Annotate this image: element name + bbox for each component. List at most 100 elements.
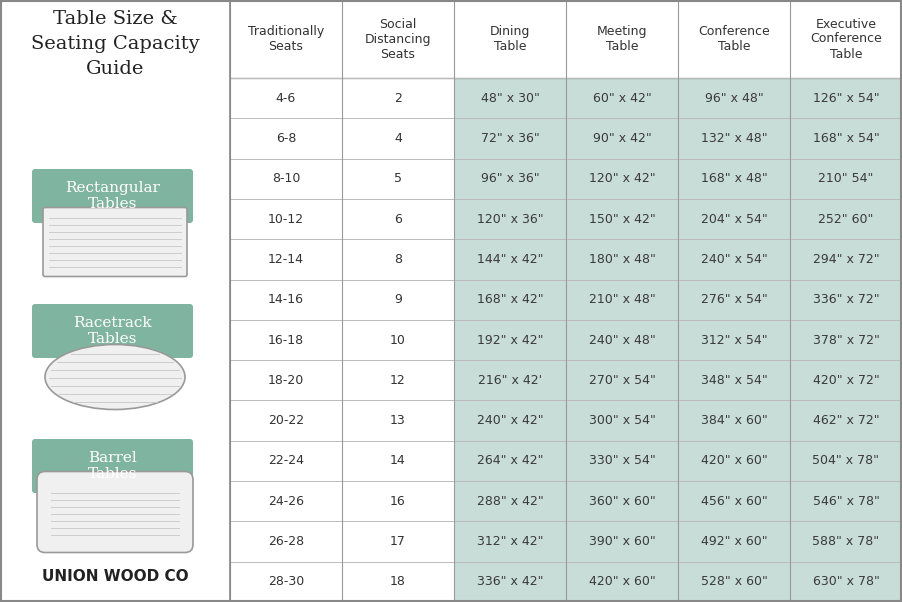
Text: 120" x 36": 120" x 36" bbox=[476, 213, 543, 226]
Bar bbox=[454, 78, 902, 119]
Text: 96" x 48": 96" x 48" bbox=[704, 92, 763, 105]
Text: 60" x 42": 60" x 42" bbox=[593, 92, 651, 105]
Text: 18-20: 18-20 bbox=[268, 374, 304, 387]
Bar bbox=[454, 158, 902, 199]
Text: 252" 60": 252" 60" bbox=[818, 213, 874, 226]
Text: 2: 2 bbox=[394, 92, 402, 105]
Bar bbox=[230, 360, 454, 400]
Text: 336" x 72": 336" x 72" bbox=[813, 293, 879, 306]
Bar bbox=[454, 119, 902, 158]
Ellipse shape bbox=[45, 344, 185, 409]
Text: Racetrack
Tables: Racetrack Tables bbox=[73, 316, 152, 346]
Text: Table Size &
Seating Capacity
Guide: Table Size & Seating Capacity Guide bbox=[31, 10, 199, 78]
Bar bbox=[230, 119, 454, 158]
Text: 180" x 48": 180" x 48" bbox=[589, 253, 656, 266]
Text: Rectangular
Tables: Rectangular Tables bbox=[65, 181, 160, 211]
Bar bbox=[230, 320, 454, 360]
Text: 12-14: 12-14 bbox=[268, 253, 304, 266]
Bar bbox=[230, 199, 454, 239]
Text: Social
Distancing
Seats: Social Distancing Seats bbox=[364, 17, 431, 60]
Text: 17: 17 bbox=[390, 535, 406, 548]
Text: 630" x 78": 630" x 78" bbox=[813, 576, 879, 588]
Text: 13: 13 bbox=[391, 414, 406, 427]
Text: 16: 16 bbox=[391, 495, 406, 507]
Text: 390" x 60": 390" x 60" bbox=[589, 535, 656, 548]
Text: 4: 4 bbox=[394, 132, 402, 145]
Text: 12: 12 bbox=[391, 374, 406, 387]
Bar bbox=[0, 0, 230, 602]
Text: 240" x 54": 240" x 54" bbox=[701, 253, 768, 266]
Bar bbox=[230, 0, 902, 602]
Text: 8-10: 8-10 bbox=[272, 172, 300, 185]
Text: 10: 10 bbox=[390, 334, 406, 347]
Text: 300" x 54": 300" x 54" bbox=[589, 414, 656, 427]
FancyBboxPatch shape bbox=[32, 304, 193, 358]
Text: 420" x 72": 420" x 72" bbox=[813, 374, 879, 387]
Bar bbox=[230, 521, 454, 562]
Text: 210" x 48": 210" x 48" bbox=[589, 293, 656, 306]
Text: 330" x 54": 330" x 54" bbox=[589, 455, 656, 467]
Text: Traditionally
Seats: Traditionally Seats bbox=[248, 25, 324, 53]
Text: 132" x 48": 132" x 48" bbox=[701, 132, 768, 145]
Text: 48" x 30": 48" x 30" bbox=[481, 92, 539, 105]
Text: 72" x 36": 72" x 36" bbox=[481, 132, 539, 145]
Bar bbox=[454, 562, 902, 602]
Bar bbox=[230, 279, 454, 320]
Text: 192" x 42": 192" x 42" bbox=[477, 334, 543, 347]
Text: 270" x 54": 270" x 54" bbox=[589, 374, 656, 387]
Text: 456" x 60": 456" x 60" bbox=[701, 495, 768, 507]
Text: 294" x 72": 294" x 72" bbox=[813, 253, 879, 266]
Text: 14-16: 14-16 bbox=[268, 293, 304, 306]
Bar bbox=[230, 239, 454, 279]
Text: 120" x 42": 120" x 42" bbox=[589, 172, 656, 185]
Bar bbox=[454, 360, 902, 400]
Text: 348" x 54": 348" x 54" bbox=[701, 374, 768, 387]
Text: 276" x 54": 276" x 54" bbox=[701, 293, 768, 306]
Text: Executive
Conference
Table: Executive Conference Table bbox=[810, 17, 882, 60]
Bar bbox=[454, 199, 902, 239]
FancyBboxPatch shape bbox=[37, 471, 193, 553]
FancyBboxPatch shape bbox=[43, 208, 187, 276]
Text: Barrel
Tables: Barrel Tables bbox=[87, 451, 137, 481]
Text: 6: 6 bbox=[394, 213, 402, 226]
Text: 546" x 78": 546" x 78" bbox=[813, 495, 879, 507]
Text: 312" x 54": 312" x 54" bbox=[701, 334, 768, 347]
Text: 288" x 42": 288" x 42" bbox=[476, 495, 543, 507]
Text: 150" x 42": 150" x 42" bbox=[589, 213, 656, 226]
Bar bbox=[454, 279, 902, 320]
Text: Meeting
Table: Meeting Table bbox=[597, 25, 648, 53]
Text: 210" 54": 210" 54" bbox=[818, 172, 874, 185]
Bar bbox=[230, 78, 454, 119]
Text: 528" x 60": 528" x 60" bbox=[701, 576, 768, 588]
Text: 10-12: 10-12 bbox=[268, 213, 304, 226]
Text: 9: 9 bbox=[394, 293, 402, 306]
Bar bbox=[454, 320, 902, 360]
Text: 28-30: 28-30 bbox=[268, 576, 304, 588]
Text: 312" x 42": 312" x 42" bbox=[477, 535, 543, 548]
Text: 144" x 42": 144" x 42" bbox=[477, 253, 543, 266]
FancyBboxPatch shape bbox=[32, 169, 193, 223]
Bar bbox=[230, 400, 454, 441]
Text: 4-6: 4-6 bbox=[276, 92, 296, 105]
Text: 168" x 48": 168" x 48" bbox=[701, 172, 768, 185]
Text: 168" x 42": 168" x 42" bbox=[476, 293, 543, 306]
Text: 384" x 60": 384" x 60" bbox=[701, 414, 768, 427]
Text: 504" x 78": 504" x 78" bbox=[813, 455, 879, 467]
Bar bbox=[230, 158, 454, 199]
Text: 26-28: 26-28 bbox=[268, 535, 304, 548]
Text: 6-8: 6-8 bbox=[276, 132, 296, 145]
Text: 14: 14 bbox=[391, 455, 406, 467]
Bar bbox=[454, 400, 902, 441]
Text: 492" x 60": 492" x 60" bbox=[701, 535, 768, 548]
Text: 216" x 42': 216" x 42' bbox=[478, 374, 542, 387]
Bar bbox=[230, 562, 454, 602]
Text: 240" x 42": 240" x 42" bbox=[476, 414, 543, 427]
Text: 20-22: 20-22 bbox=[268, 414, 304, 427]
Text: 90" x 42": 90" x 42" bbox=[593, 132, 651, 145]
Text: UNION WOOD CO: UNION WOOD CO bbox=[41, 569, 189, 584]
Text: 5: 5 bbox=[394, 172, 402, 185]
Text: 126" x 54": 126" x 54" bbox=[813, 92, 879, 105]
Bar bbox=[230, 441, 454, 481]
Bar bbox=[230, 481, 454, 521]
Bar bbox=[454, 521, 902, 562]
